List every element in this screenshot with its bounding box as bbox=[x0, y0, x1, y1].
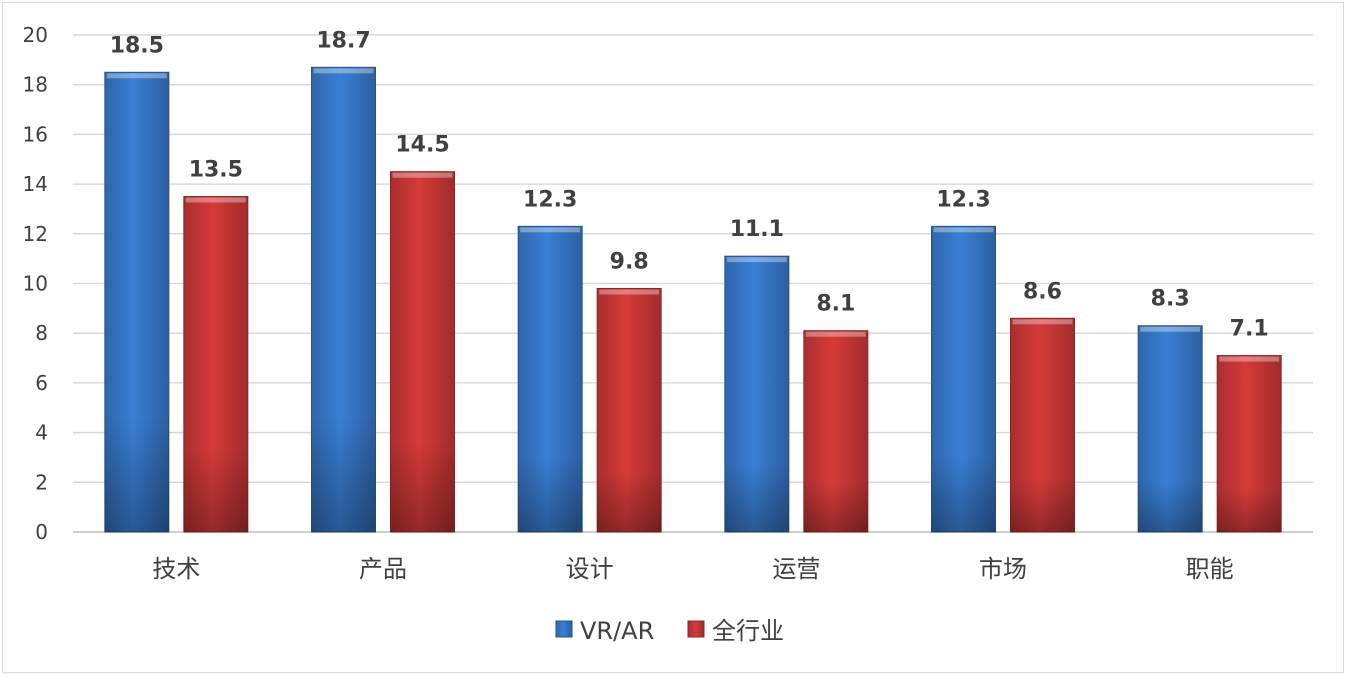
y-tick-label: 2 bbox=[35, 470, 48, 494]
x-tick-label: 市场 bbox=[979, 555, 1027, 583]
bar-highlight bbox=[933, 227, 994, 233]
bar-highlight bbox=[185, 197, 246, 203]
y-axis: 0 2 4 6 8 10 12 14 16 18 20 bbox=[23, 23, 48, 544]
data-label: 7.1 bbox=[1230, 317, 1269, 342]
y-tick-label: 4 bbox=[35, 421, 48, 445]
data-labels: 18.5 13.5 18.7 14.5 12.3 9.8 11.1 8.1 12.3 8.6 8.3… bbox=[110, 28, 1269, 341]
legend-label: 全行业 bbox=[712, 617, 784, 645]
data-label: 9.8 bbox=[610, 249, 649, 274]
bar-shading bbox=[311, 67, 376, 533]
x-tick-label: 技术 bbox=[152, 555, 200, 583]
data-label: 8.6 bbox=[1023, 279, 1062, 304]
x-tick-label: 运营 bbox=[772, 555, 820, 583]
y-tick-label: 6 bbox=[35, 371, 48, 395]
y-tick-label: 20 bbox=[23, 23, 48, 47]
data-label: 13.5 bbox=[189, 158, 243, 183]
bar-shading bbox=[1138, 325, 1203, 532]
legend: VR/AR 全行业 bbox=[555, 617, 784, 645]
y-tick-label: 14 bbox=[23, 172, 48, 196]
data-label: 8.3 bbox=[1151, 287, 1190, 312]
bar-shading bbox=[390, 171, 455, 533]
bar-highlight bbox=[106, 73, 167, 79]
data-label: 11.1 bbox=[730, 217, 784, 242]
bar-highlight bbox=[392, 172, 453, 178]
x-tick-label: 职能 bbox=[1186, 555, 1234, 583]
bar-highlight bbox=[1219, 356, 1280, 362]
bar-highlight bbox=[1012, 319, 1073, 325]
bar-shading bbox=[803, 330, 868, 532]
y-tick-label: 16 bbox=[23, 122, 48, 146]
data-label: 12.3 bbox=[936, 187, 990, 212]
bar-shading bbox=[518, 226, 583, 532]
x-tick-label: 产品 bbox=[359, 555, 407, 583]
x-tick-label: 设计 bbox=[566, 555, 614, 583]
y-tick-label: 12 bbox=[23, 222, 48, 246]
y-tick-label: 10 bbox=[23, 272, 48, 296]
bar-shading bbox=[104, 72, 169, 533]
bar-shading bbox=[1010, 318, 1075, 532]
y-tick-label: 18 bbox=[23, 73, 48, 97]
legend-swatch bbox=[555, 620, 573, 638]
bar-highlight bbox=[313, 68, 374, 74]
bar-highlight bbox=[726, 257, 787, 263]
bars bbox=[104, 66, 1282, 533]
data-label: 18.7 bbox=[316, 28, 370, 53]
y-tick-label: 8 bbox=[35, 321, 48, 345]
data-label: 8.1 bbox=[816, 292, 855, 317]
data-label: 12.3 bbox=[523, 187, 577, 212]
legend-label: VR/AR bbox=[580, 617, 654, 645]
x-axis: 技术 产品 设计 运营 市场 职能 bbox=[152, 555, 1233, 583]
bar-highlight bbox=[1140, 326, 1201, 332]
y-tick-label: 0 bbox=[35, 520, 48, 544]
bar-shading bbox=[183, 196, 248, 532]
bar-highlight bbox=[599, 289, 660, 295]
bar-shading bbox=[931, 226, 996, 532]
bar-highlight bbox=[805, 331, 866, 337]
gridlines bbox=[73, 34, 1313, 533]
bar-shading bbox=[1217, 355, 1282, 532]
data-label: 18.5 bbox=[110, 33, 164, 58]
bar-shading bbox=[597, 288, 662, 532]
bar-highlight bbox=[520, 227, 581, 233]
data-label: 14.5 bbox=[395, 133, 449, 158]
legend-swatch bbox=[687, 620, 705, 638]
bar-shading bbox=[724, 256, 789, 532]
